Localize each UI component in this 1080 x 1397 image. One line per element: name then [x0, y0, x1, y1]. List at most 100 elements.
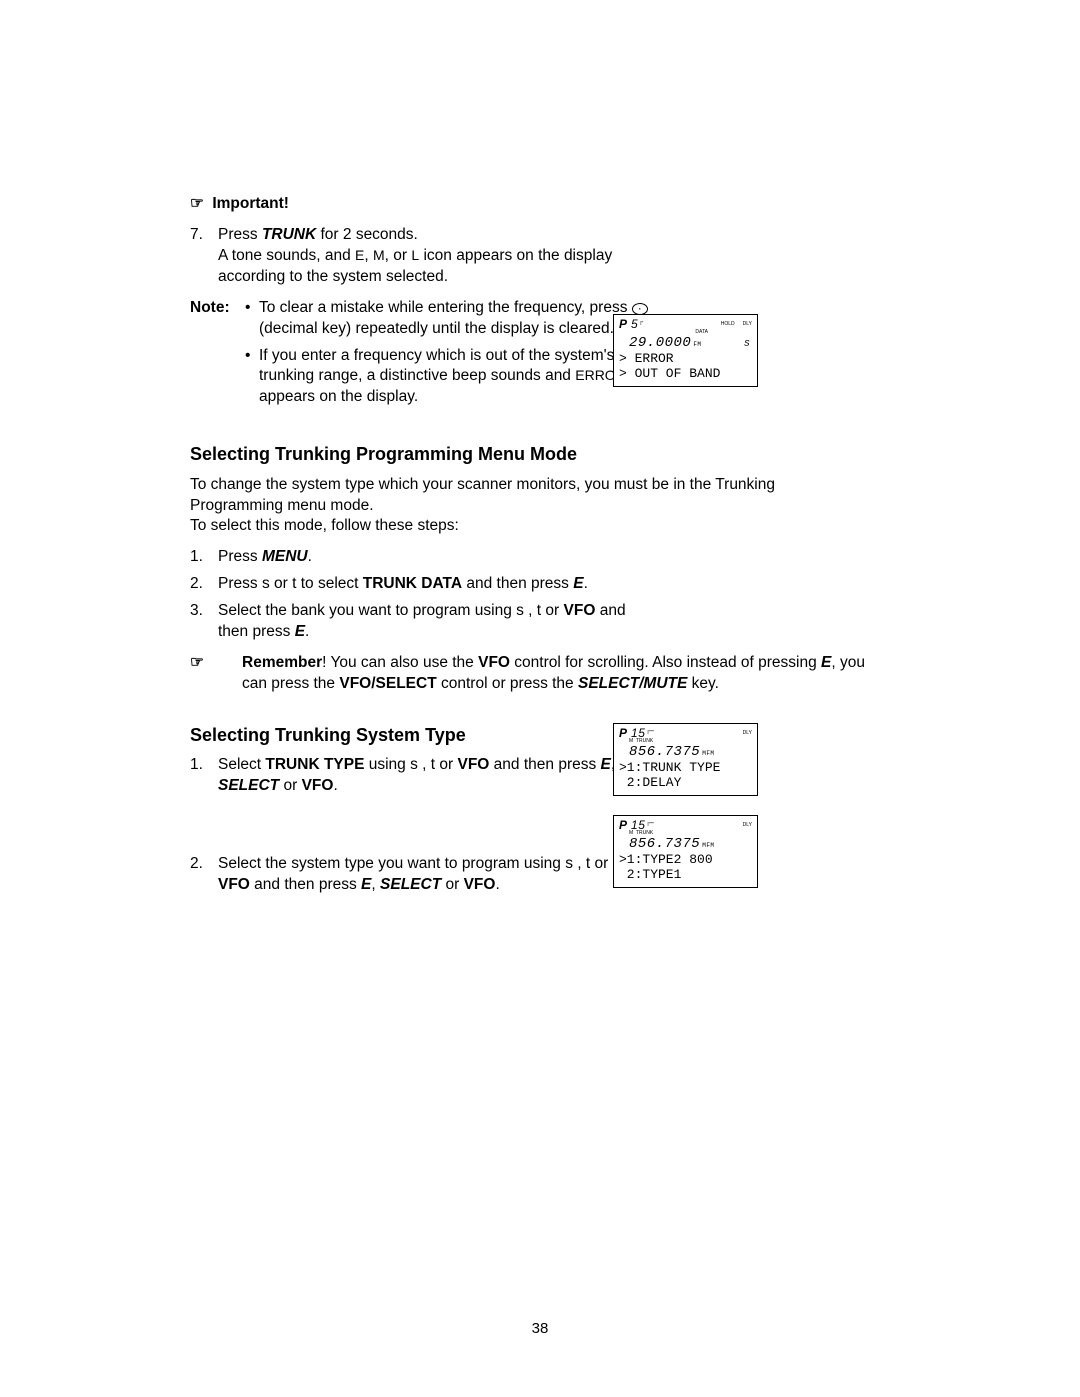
heading-trunking-system-type: Selecting Trunking System Type [190, 723, 890, 747]
lcd-line-1: > ERROR [619, 351, 752, 366]
t: To change the system type which your sca… [190, 476, 775, 514]
lcd-freq-row: 856.7375 MFM [629, 744, 752, 760]
t: or [541, 602, 563, 619]
trunk-data-label: TRUNK DATA [363, 575, 462, 592]
lcd-line-2: > OUT OF BAND [619, 366, 752, 381]
key-select-mute: SELECT/MUTE [578, 675, 687, 692]
lcd-line-2: 2:DELAY [619, 775, 752, 790]
para-intro: To change the system type which your sca… [190, 475, 870, 538]
remember-text: Remember! You can also use the VFO contr… [242, 653, 870, 695]
t: or [590, 855, 608, 872]
key-vfo: VFO [302, 777, 334, 794]
lcd-hold: HOLD [721, 322, 735, 327]
t: , [364, 247, 373, 264]
t: (decimal key) repeatedly until the displ… [259, 320, 614, 337]
spacer [190, 803, 890, 848]
remember-label: Remember [242, 654, 322, 671]
note-bullet-2: • If you enter a frequency which is out … [245, 346, 890, 409]
step-number: 1. [190, 547, 218, 568]
lcd-bank: 5 [631, 317, 638, 331]
t: key. [687, 675, 719, 692]
key-vfo: VFO [458, 756, 490, 773]
bullet-text: To clear a mistake while entering the fr… [259, 298, 659, 340]
t: Note [190, 299, 224, 316]
lcd-freq: 29.0000 [629, 335, 691, 351]
step-text: Press MENU. [218, 547, 890, 568]
lcd-bars: ǀ""" [647, 823, 654, 828]
key-s: s [516, 602, 524, 619]
key-vfo: VFO [218, 876, 250, 893]
step-text: Press s or t to select TRUNK DATA and th… [218, 574, 618, 595]
t: Select [218, 756, 265, 773]
key-s: s [565, 855, 573, 872]
bullet-text: If you enter a frequency which is out of… [259, 346, 659, 409]
lcd-freq-row: 29.0000 FM S [629, 335, 752, 351]
step-7: 7. Press TRUNK for 2 seconds. A tone sou… [190, 225, 890, 288]
t: . [308, 548, 312, 565]
key-menu: MENU [262, 548, 308, 565]
lcd-freq-row: 856.7375 MFM [629, 836, 752, 852]
bullet-dot: • [245, 346, 259, 409]
lcd-s: S [744, 339, 750, 349]
menu-step-1: 1. Press MENU. [190, 547, 890, 568]
key-s: s [410, 756, 418, 773]
t: ! You can also use the [322, 654, 478, 671]
important-label: Important! [212, 195, 289, 212]
t: and then press [489, 756, 600, 773]
step-number: 1. [190, 755, 218, 797]
t: To clear a mistake while entering the fr… [259, 299, 632, 316]
t: , [524, 602, 537, 619]
t: appears on the display. [259, 388, 418, 405]
t: : [224, 299, 229, 316]
key-select: SELECT [380, 876, 441, 893]
t: control or press the [437, 675, 578, 692]
lcd-unit: MFM [702, 842, 714, 849]
step-text: Press TRUNK for 2 seconds. A tone sounds… [218, 225, 618, 288]
step-number: 3. [190, 601, 218, 643]
step-text: Select the system type you want to progr… [218, 854, 618, 896]
icon-l: L [411, 247, 419, 263]
content: ☞ Important! 7. Press TRUNK for 2 second… [190, 194, 890, 896]
key-select: SELECT [218, 777, 279, 794]
key-e: E [573, 575, 583, 592]
lcd-screen-error: P 5 ǀ" HOLD DLY DATA 29.0000 FM S > ERRO… [613, 314, 758, 387]
menu-step-3: 3. Select the bank you want to program u… [190, 601, 890, 643]
t: . [333, 777, 337, 794]
menu-step-2: 2. Press s or t to select TRUNK DATA and… [190, 574, 890, 595]
step-number: 2. [190, 574, 218, 595]
key-e: E [295, 623, 305, 640]
lcd-line-1: >1:TRUNK TYPE [619, 760, 752, 775]
t: , [573, 855, 586, 872]
t: Select the bank you want to program usin… [218, 602, 516, 619]
lcd-p-icon: P [619, 317, 627, 331]
key-vfo-select: VFO/SELECT [339, 675, 436, 692]
t: Press [218, 548, 262, 565]
note-bullet-1: • To clear a mistake while entering the … [245, 298, 890, 340]
lcd-screen-trunk-type: P 15 ǀ""" DLY M TRUNK 856.7375 MFM >1:TR… [613, 723, 758, 796]
lcd-dly: DLY [743, 823, 752, 828]
t: . [584, 575, 588, 592]
plus-icon: ☞ [190, 194, 208, 215]
key-vfo: VFO [478, 654, 510, 671]
lcd-row: P 5 ǀ" HOLD DLY [619, 318, 752, 330]
t: for 2 seconds. [316, 226, 418, 243]
note-label: Note: [190, 298, 245, 415]
remember-row: ☞ Remember! You can also use the VFO con… [190, 653, 870, 695]
heading-trunking-programming: Selecting Trunking Programming Menu Mode [190, 442, 890, 466]
key-e: E [361, 876, 371, 893]
page-number: 38 [0, 1320, 1080, 1337]
t: or [270, 575, 292, 592]
icon-e: E [355, 247, 364, 263]
lcd-dly: DLY [743, 322, 752, 327]
key-e: E [601, 756, 611, 773]
step-text: Select TRUNK TYPE using s , t or VFO and… [218, 755, 618, 797]
lcd-freq: 856.7375 [629, 836, 700, 852]
step-number: 7. [190, 225, 218, 288]
trunk-type-label: TRUNK TYPE [265, 756, 364, 773]
key-e: E [821, 654, 831, 671]
t: or [279, 777, 301, 794]
lcd-freq: 856.7375 [629, 744, 700, 760]
t: or [441, 876, 463, 893]
t: and then press [462, 575, 573, 592]
t: A tone sounds, and [218, 247, 355, 264]
